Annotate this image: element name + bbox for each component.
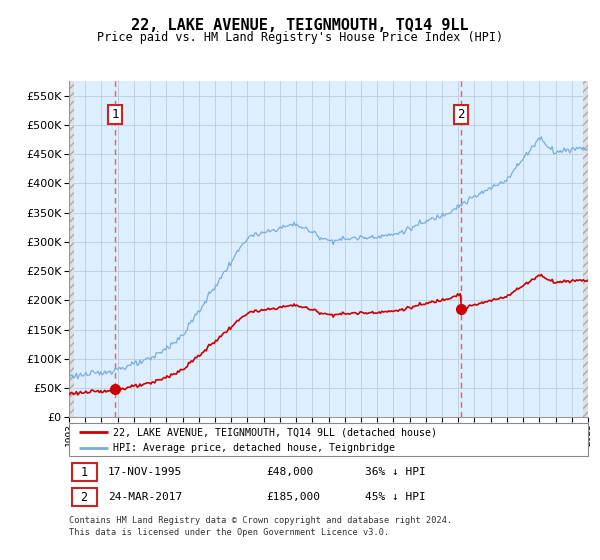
Text: £185,000: £185,000 [266, 492, 320, 502]
FancyBboxPatch shape [71, 488, 97, 506]
Text: Price paid vs. HM Land Registry's House Price Index (HPI): Price paid vs. HM Land Registry's House … [97, 31, 503, 44]
Text: Contains HM Land Registry data © Crown copyright and database right 2024.: Contains HM Land Registry data © Crown c… [69, 516, 452, 525]
Text: 2: 2 [80, 491, 88, 504]
FancyBboxPatch shape [71, 463, 97, 481]
Text: 1: 1 [80, 465, 88, 479]
Text: 1: 1 [111, 108, 119, 122]
Text: 2: 2 [457, 108, 465, 122]
Text: 24-MAR-2017: 24-MAR-2017 [108, 492, 182, 502]
Text: 22, LAKE AVENUE, TEIGNMOUTH, TQ14 9LL: 22, LAKE AVENUE, TEIGNMOUTH, TQ14 9LL [131, 18, 469, 33]
Text: HPI: Average price, detached house, Teignbridge: HPI: Average price, detached house, Teig… [113, 443, 395, 453]
Text: 22, LAKE AVENUE, TEIGNMOUTH, TQ14 9LL (detached house): 22, LAKE AVENUE, TEIGNMOUTH, TQ14 9LL (d… [113, 427, 437, 437]
Text: 45% ↓ HPI: 45% ↓ HPI [365, 492, 425, 502]
Text: This data is licensed under the Open Government Licence v3.0.: This data is licensed under the Open Gov… [69, 528, 389, 537]
Text: £48,000: £48,000 [266, 467, 313, 477]
FancyBboxPatch shape [69, 423, 588, 456]
Text: 36% ↓ HPI: 36% ↓ HPI [365, 467, 425, 477]
Text: 17-NOV-1995: 17-NOV-1995 [108, 467, 182, 477]
Bar [69, 67, 74, 417]
Bar [583, 67, 588, 417]
